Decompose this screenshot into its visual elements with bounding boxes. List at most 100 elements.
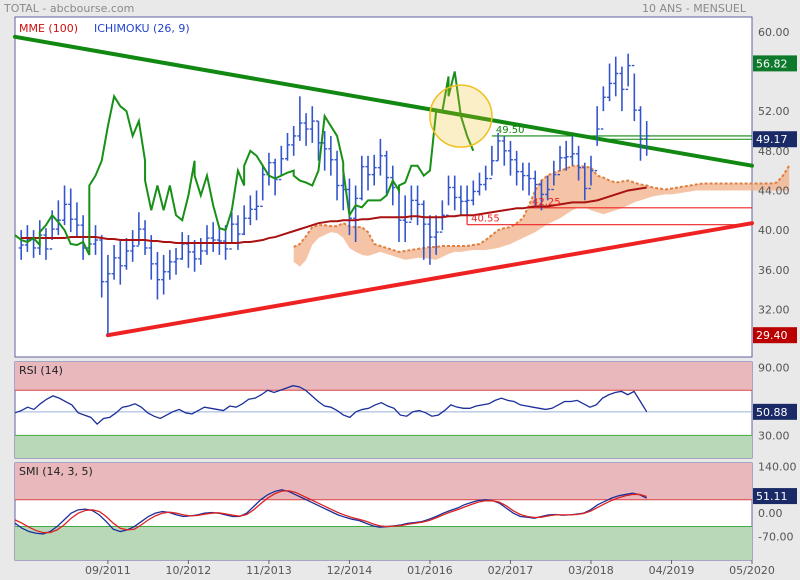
price-bar <box>204 225 210 255</box>
price-bar <box>427 215 433 265</box>
rsi-oversold-zone <box>15 435 752 458</box>
price-bar <box>167 249 173 280</box>
price-bar <box>93 225 99 255</box>
price-bar <box>507 140 513 176</box>
price-bar <box>551 160 557 191</box>
price-bar <box>483 165 489 191</box>
price-bar <box>278 145 284 181</box>
price-bar <box>631 64 637 122</box>
price-bar <box>569 135 575 166</box>
price-y-tick: 44.00 <box>758 184 790 197</box>
price-bar <box>291 126 297 156</box>
price-bar <box>359 155 365 201</box>
price-bar <box>476 172 482 196</box>
price-bar <box>303 113 309 146</box>
price-bar <box>415 185 421 226</box>
price-bar <box>353 185 359 243</box>
price-y-tick: 60.00 <box>758 26 790 39</box>
price-bar <box>470 180 476 206</box>
price-bar <box>600 86 606 130</box>
rsi-line <box>14 385 648 426</box>
price-bar <box>235 215 241 250</box>
price-y-tick: 36.00 <box>758 264 790 277</box>
price-bar <box>526 162 532 196</box>
price-bar <box>582 162 588 201</box>
legend-rsi: RSI (14) <box>19 364 63 377</box>
price-bar <box>148 235 154 280</box>
price-bar <box>501 135 507 166</box>
price-bar <box>285 132 291 161</box>
price-bar <box>402 195 408 243</box>
price-bar <box>216 228 222 255</box>
price-badge <box>753 55 797 72</box>
price-bar <box>161 254 167 295</box>
x-tick-label: 03/2018 <box>568 564 614 577</box>
price-bar <box>607 63 613 102</box>
price-bar <box>241 205 247 236</box>
price-y-tick: 40.00 <box>758 224 790 237</box>
price-bar <box>495 132 501 162</box>
highlight-circle <box>429 84 493 148</box>
rsi-badge-text: 50.88 <box>756 406 788 419</box>
price-bar <box>328 135 334 176</box>
source-label: TOTAL - abcbourse.com <box>4 2 135 15</box>
rsi-overbought-zone <box>15 362 752 391</box>
price-bar <box>18 230 24 260</box>
price-bar <box>464 185 470 216</box>
price-bar <box>557 145 563 176</box>
price-badge-text: 29.40 <box>756 329 788 342</box>
x-tick-label: 05/2020 <box>729 564 775 577</box>
legend-mme: MME (100) <box>19 22 78 35</box>
price-bar <box>439 200 445 233</box>
legend-smi: SMI (14, 3, 5) <box>19 465 93 478</box>
price-bar <box>315 120 321 161</box>
price-bar <box>458 185 464 216</box>
price-bar <box>192 240 198 272</box>
price-bar <box>334 150 340 201</box>
price-y-tick: 48.00 <box>758 145 790 158</box>
x-tick-label: 09/2011 <box>85 564 131 577</box>
level-label: 49.50 <box>496 125 525 136</box>
trendline-upper <box>13 34 754 168</box>
trendline-lower <box>105 221 754 338</box>
level-label: 40.55 <box>471 214 500 225</box>
price-bar <box>229 212 235 250</box>
price-bar <box>365 155 371 191</box>
price-bar <box>619 66 625 112</box>
price-bar <box>117 240 123 285</box>
price-bar <box>377 138 383 176</box>
level-label: 42.25 <box>532 197 561 208</box>
smi-line-d <box>14 490 647 534</box>
price-bar <box>514 150 520 186</box>
price-bar <box>532 170 538 206</box>
price-bar <box>142 220 148 255</box>
legend-ichimoku: ICHIMOKU (26, 9) <box>94 22 190 35</box>
price-bar <box>297 96 303 141</box>
x-tick-label: 11/2013 <box>246 564 292 577</box>
price-bar <box>260 164 266 208</box>
rsi-y-tick: 90.00 <box>758 362 790 375</box>
price-bar <box>68 188 74 233</box>
price-bar <box>588 155 594 190</box>
rsi-badge <box>753 403 797 420</box>
price-bar <box>408 185 414 223</box>
price-bar <box>74 202 80 239</box>
price-bar <box>520 162 526 191</box>
price-bar <box>421 200 427 260</box>
price-badge-text: 49.17 <box>756 133 788 146</box>
price-bar <box>346 178 352 236</box>
x-tick-label: 10/2012 <box>166 564 212 577</box>
rsi-y-tick: 30.00 <box>758 429 790 442</box>
price-bar <box>545 175 551 201</box>
price-bar <box>433 215 439 255</box>
smi-oversold-zone <box>15 526 752 560</box>
price-y-tick: 32.00 <box>758 303 790 316</box>
x-tick-label: 02/2017 <box>488 564 534 577</box>
ichimoku-line <box>14 71 475 256</box>
price-bar <box>446 175 452 216</box>
x-tick-label: 12/2014 <box>327 564 373 577</box>
price-y-tick: 52.00 <box>758 105 790 118</box>
price-bar <box>384 150 390 196</box>
price-bar <box>105 254 111 335</box>
